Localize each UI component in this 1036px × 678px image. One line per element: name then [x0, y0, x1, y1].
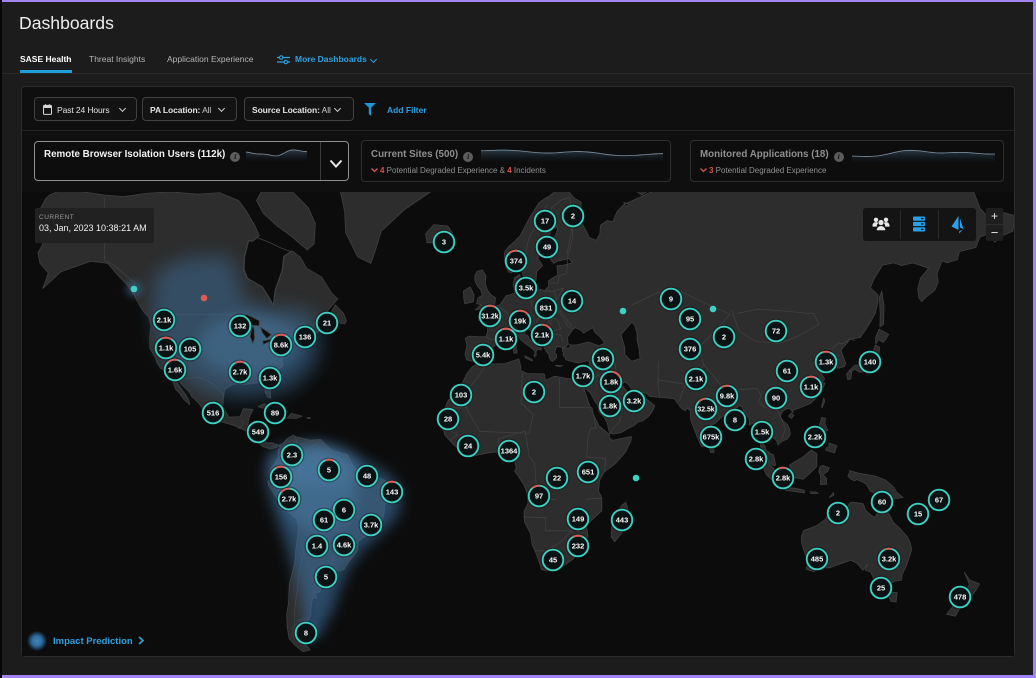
- svg-text:5: 5: [327, 466, 331, 475]
- svg-text:32.5k: 32.5k: [697, 407, 714, 414]
- svg-text:1.3k: 1.3k: [263, 374, 278, 383]
- svg-text:478: 478: [954, 593, 967, 602]
- svg-text:2.8k: 2.8k: [776, 474, 791, 483]
- svg-text:1.6k: 1.6k: [168, 366, 183, 375]
- svg-text:156: 156: [275, 473, 288, 482]
- svg-text:1.1k: 1.1k: [159, 344, 174, 353]
- svg-text:103: 103: [455, 391, 468, 400]
- svg-text:2.8k: 2.8k: [749, 455, 764, 464]
- svg-text:60: 60: [878, 498, 886, 507]
- svg-text:3.5k: 3.5k: [519, 284, 534, 293]
- svg-text:2.7k: 2.7k: [282, 495, 297, 504]
- svg-text:72: 72: [772, 327, 780, 336]
- svg-text:97: 97: [535, 492, 543, 501]
- svg-text:2.7k: 2.7k: [233, 368, 248, 377]
- svg-text:3: 3: [442, 238, 446, 247]
- svg-text:140: 140: [864, 358, 877, 367]
- svg-text:1.5k: 1.5k: [755, 428, 770, 437]
- svg-text:49: 49: [543, 243, 551, 252]
- svg-text:3.2k: 3.2k: [627, 397, 642, 406]
- svg-text:45: 45: [549, 556, 557, 565]
- svg-text:67: 67: [935, 496, 943, 505]
- svg-text:3.2k: 3.2k: [882, 555, 897, 564]
- svg-text:1.4: 1.4: [312, 542, 323, 551]
- svg-text:1.8k: 1.8k: [604, 378, 619, 387]
- svg-text:549: 549: [252, 428, 265, 437]
- svg-text:61: 61: [320, 516, 328, 525]
- svg-text:5: 5: [324, 573, 328, 582]
- svg-text:1364: 1364: [501, 447, 519, 456]
- svg-text:5.4k: 5.4k: [476, 351, 491, 360]
- svg-text:8: 8: [733, 416, 737, 425]
- svg-text:15: 15: [914, 510, 922, 519]
- svg-text:90: 90: [772, 394, 780, 403]
- svg-text:9: 9: [669, 295, 673, 304]
- svg-text:1.1k: 1.1k: [499, 335, 514, 344]
- svg-text:31.2k: 31.2k: [481, 314, 498, 321]
- svg-text:232: 232: [572, 542, 585, 551]
- svg-text:149: 149: [572, 515, 585, 524]
- svg-text:1.7k: 1.7k: [576, 372, 591, 381]
- svg-text:2: 2: [571, 212, 575, 221]
- svg-text:1.3k: 1.3k: [819, 358, 834, 367]
- svg-text:3.7k: 3.7k: [364, 521, 379, 530]
- svg-text:374: 374: [510, 257, 523, 266]
- svg-text:2.2k: 2.2k: [808, 433, 823, 442]
- svg-text:143: 143: [386, 488, 399, 497]
- svg-text:28: 28: [444, 415, 452, 424]
- svg-text:675k: 675k: [703, 433, 721, 442]
- svg-text:24: 24: [464, 442, 473, 451]
- svg-text:2.1k: 2.1k: [157, 316, 172, 325]
- svg-text:196: 196: [597, 355, 610, 364]
- svg-text:8: 8: [304, 629, 308, 638]
- svg-text:2: 2: [836, 509, 840, 518]
- svg-text:485: 485: [811, 555, 824, 564]
- svg-text:9.8k: 9.8k: [720, 392, 735, 401]
- svg-text:17: 17: [541, 217, 549, 226]
- svg-text:14: 14: [568, 297, 577, 306]
- svg-text:516: 516: [207, 409, 220, 418]
- svg-text:21: 21: [323, 319, 331, 328]
- svg-text:2: 2: [532, 388, 536, 397]
- svg-text:1.8k: 1.8k: [603, 402, 618, 411]
- svg-text:2: 2: [722, 333, 726, 342]
- svg-text:2.1k: 2.1k: [689, 375, 704, 384]
- svg-text:376: 376: [684, 345, 697, 354]
- svg-text:105: 105: [184, 345, 197, 354]
- svg-text:48: 48: [363, 472, 371, 481]
- svg-text:443: 443: [616, 516, 629, 525]
- svg-text:136: 136: [299, 333, 312, 342]
- svg-text:8.6k: 8.6k: [274, 341, 289, 350]
- svg-text:19k: 19k: [514, 317, 527, 326]
- svg-text:1.1k: 1.1k: [804, 383, 819, 392]
- svg-text:2.3: 2.3: [287, 451, 297, 460]
- svg-text:6: 6: [342, 506, 346, 515]
- svg-text:831: 831: [540, 304, 553, 313]
- svg-text:25: 25: [877, 584, 885, 593]
- svg-text:2.1k: 2.1k: [535, 331, 550, 340]
- svg-text:89: 89: [271, 409, 279, 418]
- svg-text:132: 132: [234, 322, 247, 331]
- svg-text:95: 95: [686, 315, 694, 324]
- svg-text:651: 651: [582, 468, 595, 477]
- svg-text:4.6k: 4.6k: [337, 541, 352, 550]
- svg-text:61: 61: [783, 367, 791, 376]
- svg-text:22: 22: [553, 474, 561, 483]
